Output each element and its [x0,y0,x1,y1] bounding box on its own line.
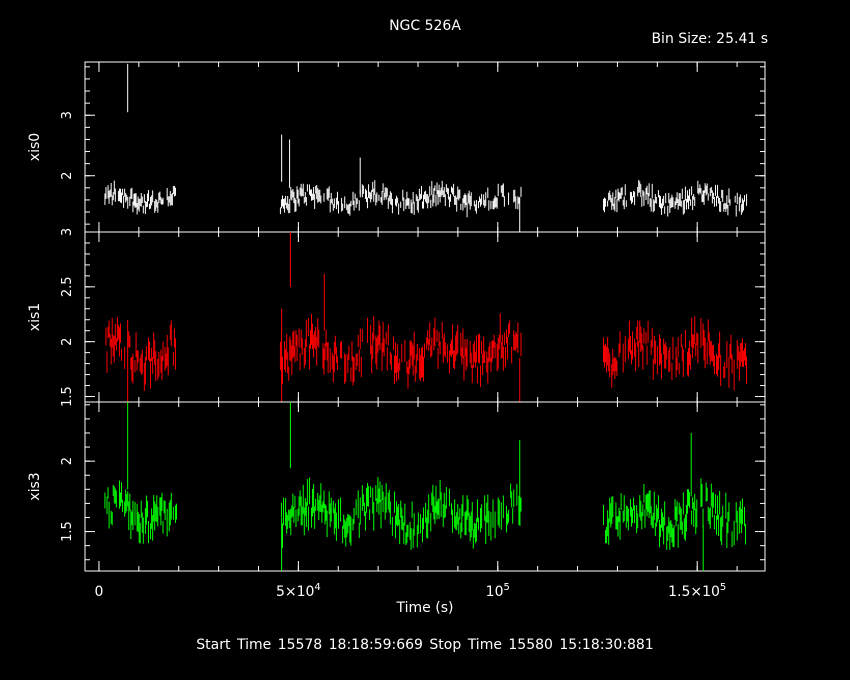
y-tick-label: 2 [60,338,75,346]
y-tick-label: 1.5 [60,386,75,407]
panel-ylabel-xis3: xis3 [27,472,43,500]
y-tick-label: 2.5 [60,276,75,297]
panel-ylabel-xis0: xis0 [27,133,43,161]
panel-ylabel-xis1: xis1 [27,303,43,331]
y-tick-label: 2 [60,457,75,465]
x-tick-label: 0 [94,584,103,600]
panel-frame-xis1 [84,231,766,403]
x-tick-label: 105 [486,582,510,600]
y-tick-label: 2 [60,172,75,180]
y-tick-label: 3 [60,111,75,119]
x-tick-label: 1.5×105 [668,582,726,600]
y-tick-label: 3 [60,228,75,236]
x-axis-label: Time (s) [396,600,454,616]
panel-frame-xis3 [84,401,766,572]
chart-title: NGC 526A [389,18,461,34]
series-xis3 [104,402,747,571]
series-xis1 [105,232,748,402]
series-xis0 [104,63,748,232]
y-tick-label: 1.5 [60,521,75,542]
bin-size-label: Bin Size: 25.41 s [651,31,768,47]
x-tick-label: 5×104 [276,582,321,600]
time-range-footer: Start Time 15578 18:18:59:669 Stop Time … [196,637,654,653]
